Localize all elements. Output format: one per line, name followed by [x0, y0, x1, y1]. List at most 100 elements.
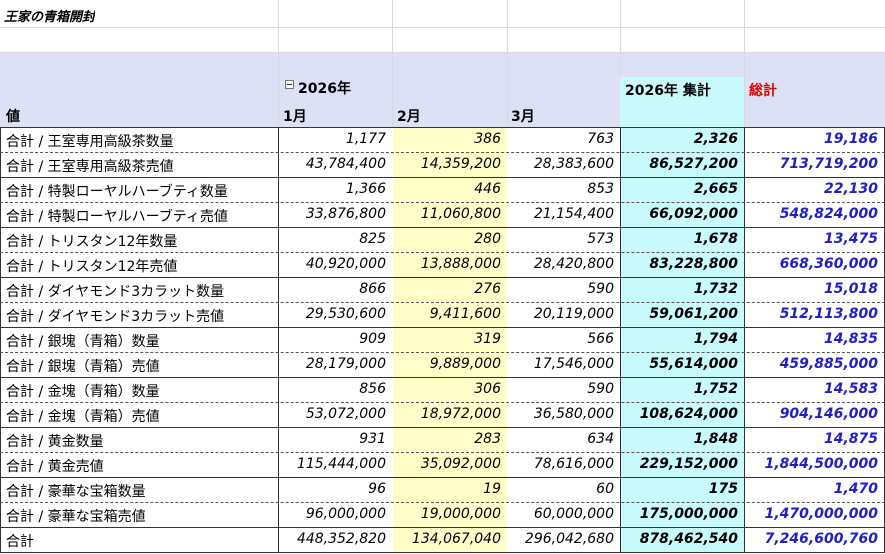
row-label[interactable]: 合計 / ダイヤモンド3カラット売値 — [6, 309, 225, 325]
cell-m3[interactable]: 590 — [587, 381, 614, 397]
cell-total[interactable]: 904,146,000 — [779, 406, 878, 422]
cell-m2[interactable]: 9,889,000 — [429, 356, 501, 372]
cell-m3[interactable]: 28,420,800 — [533, 256, 614, 272]
cell-m2[interactable]: 280 — [474, 231, 501, 247]
cell-m2[interactable]: 319 — [474, 331, 501, 347]
cell-m1[interactable]: 96 — [368, 481, 386, 497]
cell-m2[interactable]: 386 — [474, 131, 501, 147]
cell-m2[interactable]: 276 — [474, 281, 501, 297]
sheet-title[interactable]: 王家の青箱開封 — [4, 10, 96, 25]
cell-m1[interactable]: 856 — [359, 381, 386, 397]
cell-total[interactable]: 7,246,600,760 — [764, 531, 878, 547]
cell-year[interactable]: 175 — [708, 481, 738, 497]
cell-m1[interactable]: 28,179,000 — [305, 356, 386, 372]
row-label[interactable]: 合計 / 豪華な宝箱数量 — [6, 484, 146, 500]
grand-total-header[interactable]: 総計 — [749, 83, 777, 99]
cell-m3[interactable]: 566 — [587, 331, 614, 347]
cell-year[interactable]: 1,752 — [693, 381, 738, 397]
cell-total[interactable]: 1,470,000,000 — [764, 506, 878, 522]
cell-year[interactable]: 1,794 — [693, 331, 738, 347]
row-label[interactable]: 合計 / 豪華な宝箱売値 — [6, 509, 146, 525]
cell-year[interactable]: 108,624,000 — [639, 406, 738, 422]
cell-m2[interactable]: 9,411,600 — [429, 306, 501, 322]
cell-m1[interactable]: 866 — [359, 281, 386, 297]
row-label[interactable]: 合計 / 銀塊（青箱）数量 — [6, 334, 160, 350]
cell-year[interactable]: 1,848 — [693, 431, 738, 447]
cell-m1[interactable]: 448,352,820 — [296, 531, 386, 547]
row-label[interactable]: 合計 — [6, 534, 34, 550]
month-header-feb[interactable]: 2月 — [397, 109, 421, 125]
cell-m1[interactable]: 1,177 — [345, 131, 386, 147]
cell-m2[interactable]: 14,359,200 — [420, 156, 501, 172]
cell-year[interactable]: 2,665 — [693, 181, 738, 197]
cell-total[interactable]: 1,844,500,000 — [764, 456, 878, 472]
cell-m1[interactable]: 29,530,600 — [305, 306, 386, 322]
row-label[interactable]: 合計 / 黄金数量 — [6, 434, 104, 450]
year-total-header[interactable]: 2026年 集計 — [625, 83, 711, 99]
cell-m1[interactable]: 909 — [359, 331, 386, 347]
cell-m3[interactable]: 17,546,000 — [533, 356, 614, 372]
cell-year[interactable]: 1,732 — [693, 281, 738, 297]
cell-m3[interactable]: 36,580,000 — [533, 406, 614, 422]
cell-m3[interactable]: 573 — [587, 231, 614, 247]
cell-year[interactable]: 83,228,800 — [649, 256, 738, 272]
cell-total[interactable]: 22,130 — [823, 181, 878, 197]
cell-m3[interactable]: 60,000,000 — [533, 506, 614, 522]
cell-m3[interactable]: 590 — [587, 281, 614, 297]
cell-m2[interactable]: 18,972,000 — [420, 406, 501, 422]
row-label[interactable]: 合計 / 金塊（青箱）数量 — [6, 384, 160, 400]
cell-m1[interactable]: 115,444,000 — [296, 456, 386, 472]
cell-total[interactable]: 459,885,000 — [779, 356, 878, 372]
row-label[interactable]: 合計 / 王室専用高級茶売値 — [6, 159, 174, 175]
cell-m3[interactable]: 78,616,000 — [533, 456, 614, 472]
cell-m1[interactable]: 96,000,000 — [305, 506, 386, 522]
cell-total[interactable]: 548,824,000 — [779, 206, 878, 222]
row-label[interactable]: 合計 / 黄金売値 — [6, 459, 104, 475]
cell-total[interactable]: 19,186 — [823, 131, 878, 147]
cell-year[interactable]: 59,061,200 — [649, 306, 738, 322]
cell-m2[interactable]: 19 — [483, 481, 501, 497]
cell-m2[interactable]: 19,000,000 — [420, 506, 501, 522]
cell-year[interactable]: 66,092,000 — [649, 206, 738, 222]
cell-m1[interactable]: 931 — [359, 431, 386, 447]
cell-m3[interactable]: 21,154,400 — [533, 206, 614, 222]
cell-year[interactable]: 86,527,200 — [649, 156, 738, 172]
cell-total[interactable]: 713,719,200 — [779, 156, 878, 172]
cell-m1[interactable]: 1,366 — [345, 181, 386, 197]
cell-m2[interactable]: 134,067,040 — [411, 531, 501, 547]
cell-m1[interactable]: 33,876,800 — [305, 206, 386, 222]
row-label[interactable]: 合計 / 王室専用高級茶数量 — [6, 134, 174, 150]
cell-m3[interactable]: 60 — [596, 481, 614, 497]
cell-year[interactable]: 2,326 — [693, 131, 738, 147]
cell-m3[interactable]: 28,383,600 — [533, 156, 614, 172]
cell-m3[interactable]: 296,042,680 — [524, 531, 614, 547]
row-label[interactable]: 合計 / ダイヤモンド3カラット数量 — [6, 284, 225, 300]
month-header-jan[interactable]: 1月 — [283, 109, 307, 125]
cell-total[interactable]: 14,835 — [823, 331, 878, 347]
cell-year[interactable]: 55,614,000 — [649, 356, 738, 372]
month-header-mar[interactable]: 3月 — [511, 109, 535, 125]
cell-total[interactable]: 14,875 — [823, 431, 878, 447]
row-label[interactable]: 合計 / 特製ローヤルハーブティ数量 — [6, 184, 228, 200]
cell-year[interactable]: 878,462,540 — [639, 531, 738, 547]
cell-year[interactable]: 175,000,000 — [639, 506, 738, 522]
cell-m2[interactable]: 306 — [474, 381, 501, 397]
cell-m3[interactable]: 853 — [587, 181, 614, 197]
cell-m3[interactable]: 763 — [587, 131, 614, 147]
row-label[interactable]: 合計 / 特製ローヤルハーブティ売値 — [6, 209, 228, 225]
row-label[interactable]: 合計 / トリスタン12年売値 — [6, 259, 178, 275]
cell-total[interactable]: 14,583 — [823, 381, 878, 397]
collapse-minus-icon[interactable] — [285, 80, 294, 89]
cell-total[interactable]: 668,360,000 — [779, 256, 878, 272]
cell-m1[interactable]: 53,072,000 — [305, 406, 386, 422]
row-label[interactable]: 合計 / 金塊（青箱）売値 — [6, 409, 160, 425]
cell-total[interactable]: 13,475 — [823, 231, 878, 247]
row-label[interactable]: 合計 / トリスタン12年数量 — [6, 234, 178, 250]
cell-year[interactable]: 229,152,000 — [639, 456, 738, 472]
cell-total[interactable]: 15,018 — [823, 281, 878, 297]
cell-m1[interactable]: 43,784,400 — [305, 156, 386, 172]
cell-m3[interactable]: 634 — [587, 431, 614, 447]
cell-m3[interactable]: 20,119,000 — [533, 306, 614, 322]
cell-m2[interactable]: 13,888,000 — [420, 256, 501, 272]
cell-m1[interactable]: 825 — [359, 231, 386, 247]
